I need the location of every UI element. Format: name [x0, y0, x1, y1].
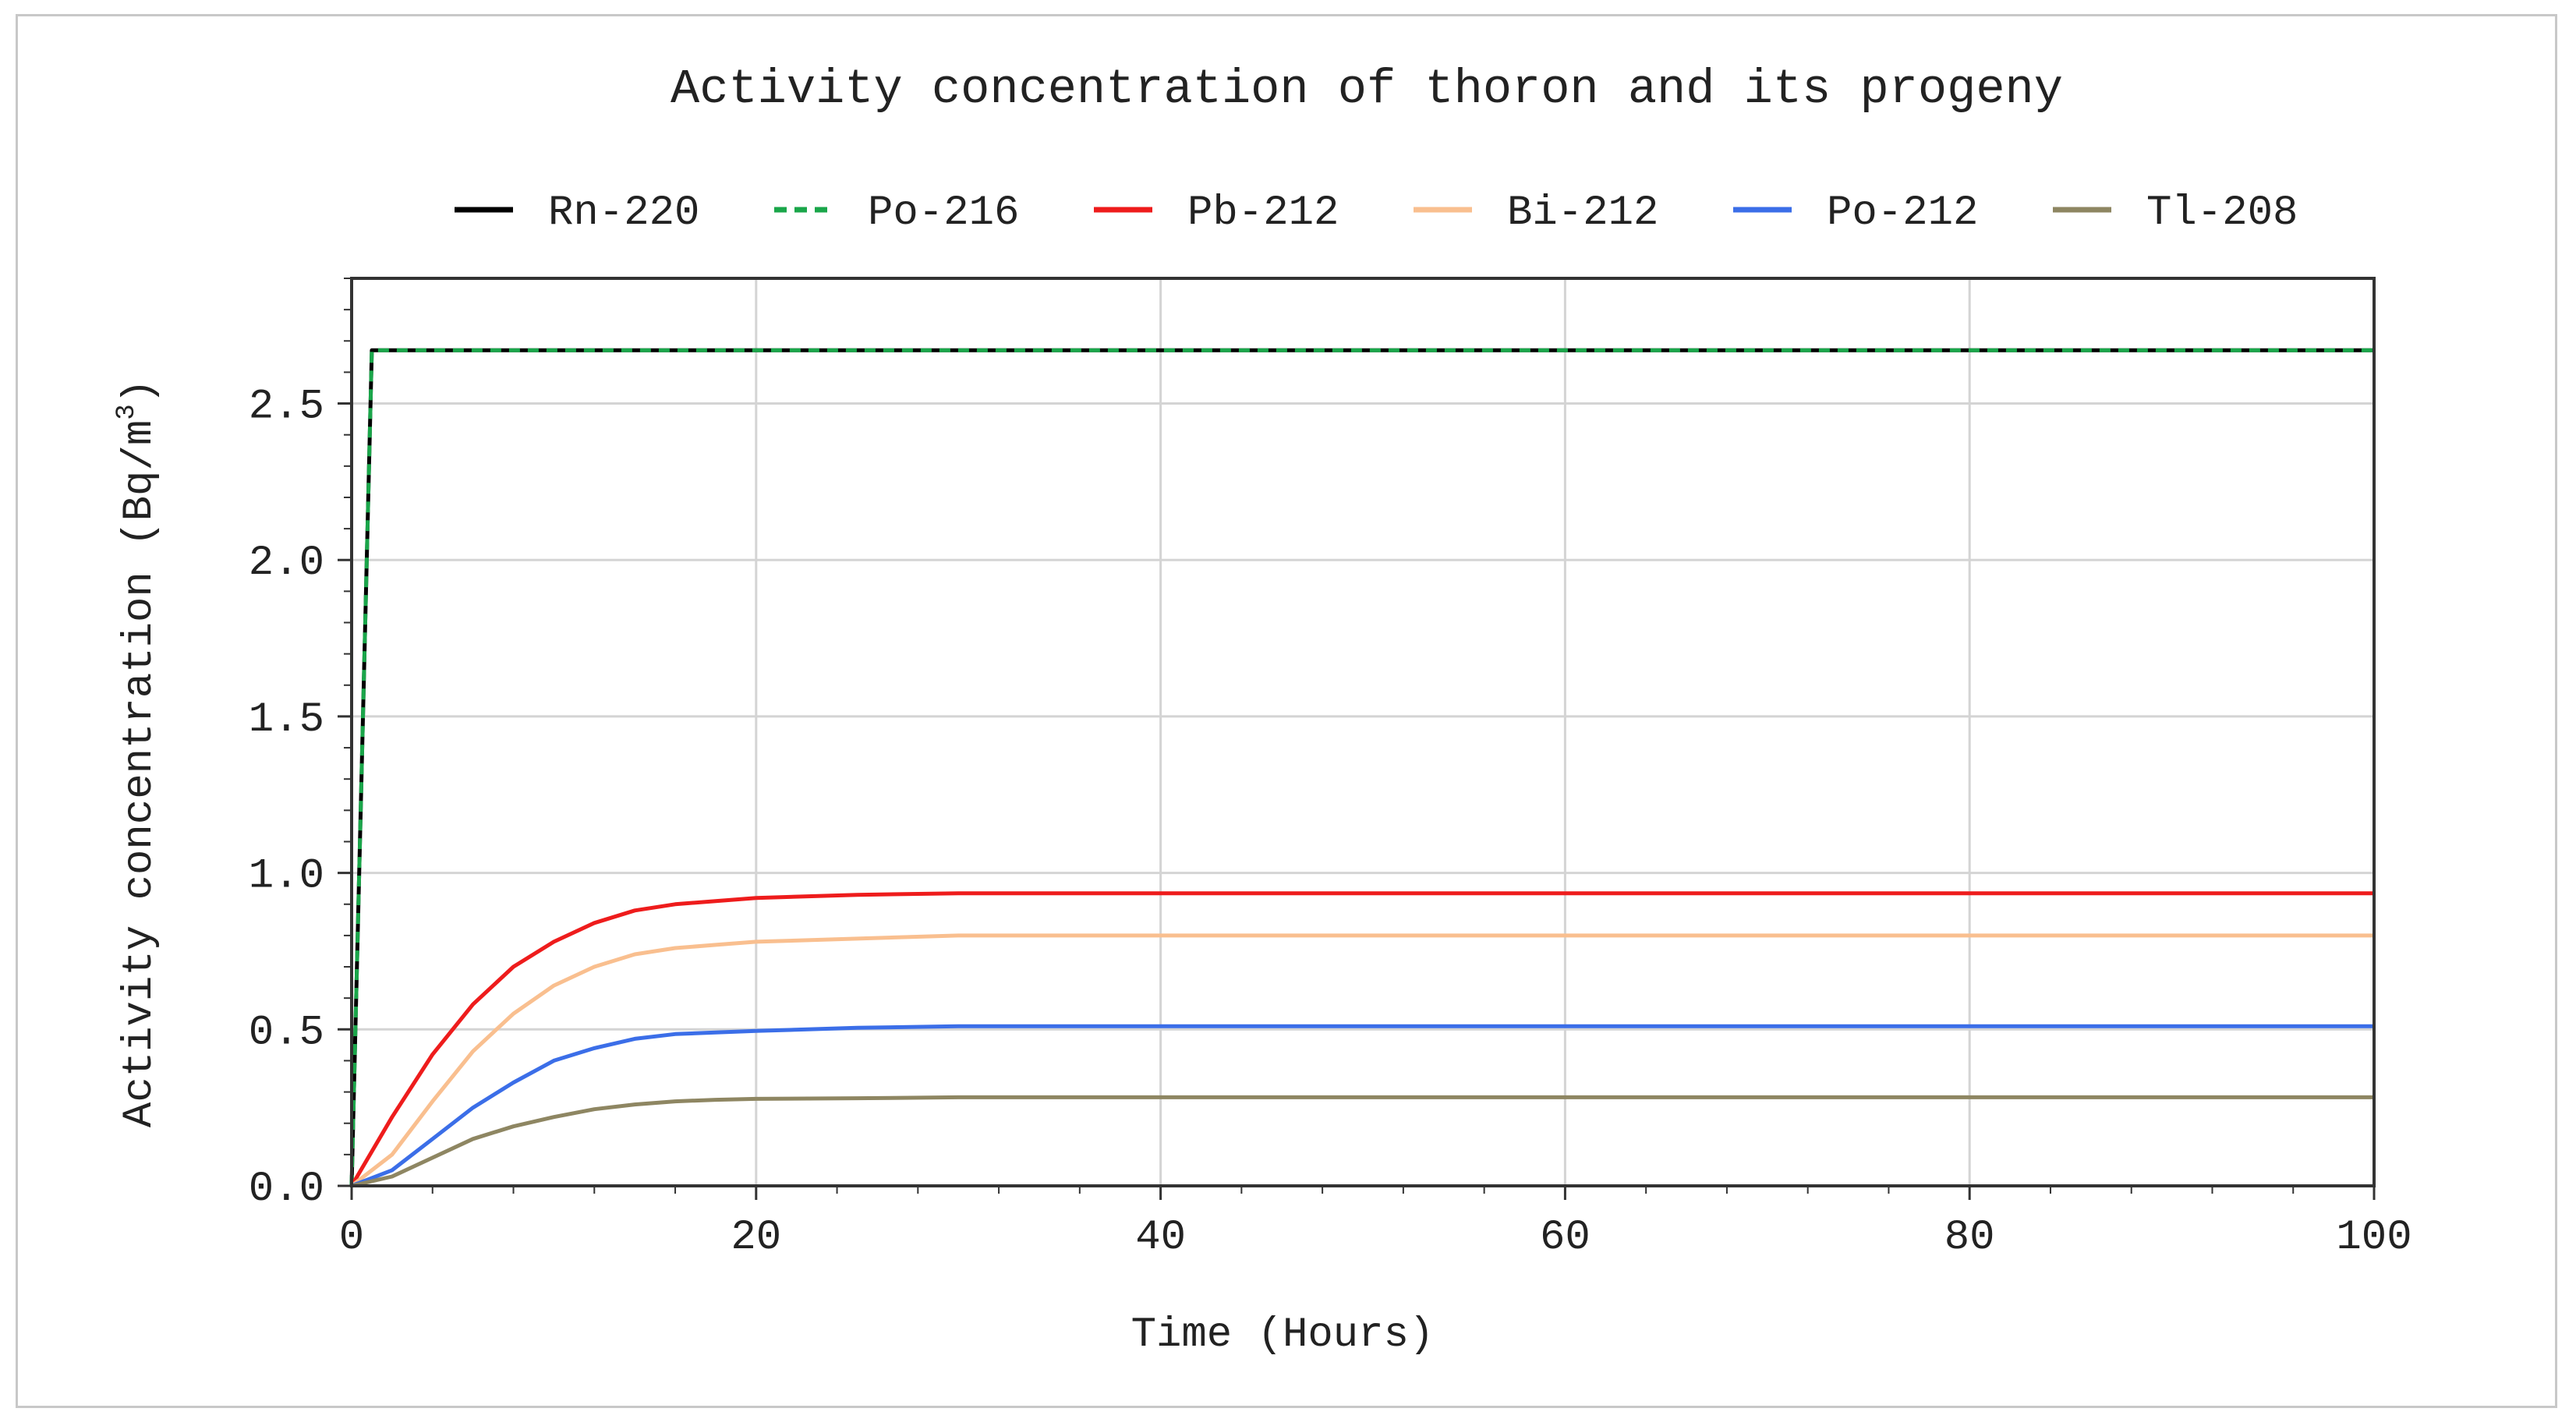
- y-tick-label: 1.0: [249, 853, 324, 901]
- x-tick-label: 60: [1540, 1214, 1591, 1261]
- legend-label: Po-212: [1827, 189, 1978, 237]
- y-tick-label: 0.0: [249, 1166, 324, 1213]
- y-axis-label-superscript: 3: [112, 404, 142, 419]
- y-tick-label: 2.5: [249, 384, 324, 431]
- x-tick-label: 20: [731, 1214, 781, 1261]
- legend-label: Pb-212: [1187, 189, 1339, 237]
- y-tick-label: 0.5: [249, 1009, 324, 1056]
- series-line-bi-212: [350, 933, 2374, 1187]
- plot-area: [352, 278, 2374, 1186]
- legend-label: Tl-208: [2146, 189, 2298, 237]
- legend-label: Rn-220: [548, 189, 699, 237]
- chart-title: Activity concentration of thoron and its…: [671, 62, 2063, 117]
- chart-svg: Activity concentration of thoron and its…: [112, 62, 2412, 1359]
- y-axis-label-text: Activity concentration (Bq/m: [116, 420, 164, 1127]
- y-tick-label: 1.5: [249, 696, 324, 744]
- y-tick-label: 2.0: [249, 540, 324, 587]
- legend-label: Bi-212: [1507, 189, 1658, 237]
- plot-border: [350, 277, 2376, 1187]
- x-tick-label: 0: [339, 1214, 364, 1261]
- x-axis-label: Time (Hours): [1131, 1311, 1435, 1359]
- y-axis-label-close: ): [116, 379, 164, 404]
- x-tick-label: 40: [1135, 1214, 1186, 1261]
- series-line-po-216: [349, 348, 2374, 1187]
- series-line-pb-212: [349, 891, 2374, 1187]
- series-line-po-212: [351, 1024, 2374, 1188]
- ticks: 0 20 40 60 80 100 0.0 0.5 1.0 1.5 2.0 2.5: [249, 278, 2412, 1261]
- grid: [352, 278, 2374, 1186]
- x-tick-label: 80: [1944, 1214, 1995, 1261]
- chart-frame: Activity concentration of thoron and its…: [16, 14, 2557, 1408]
- y-axis-label: Activity concentration (Bq/m3): [112, 379, 164, 1127]
- series-line-tl-208: [351, 1095, 2374, 1188]
- series-layer: [349, 348, 2374, 1188]
- x-tick-label: 100: [2336, 1214, 2411, 1261]
- axes: [350, 277, 2376, 1187]
- legend-label: Po-216: [868, 189, 1019, 237]
- legend: Rn-220 Po-216 Pb-212 Bi-212 Po-212 Tl-208: [455, 189, 2298, 237]
